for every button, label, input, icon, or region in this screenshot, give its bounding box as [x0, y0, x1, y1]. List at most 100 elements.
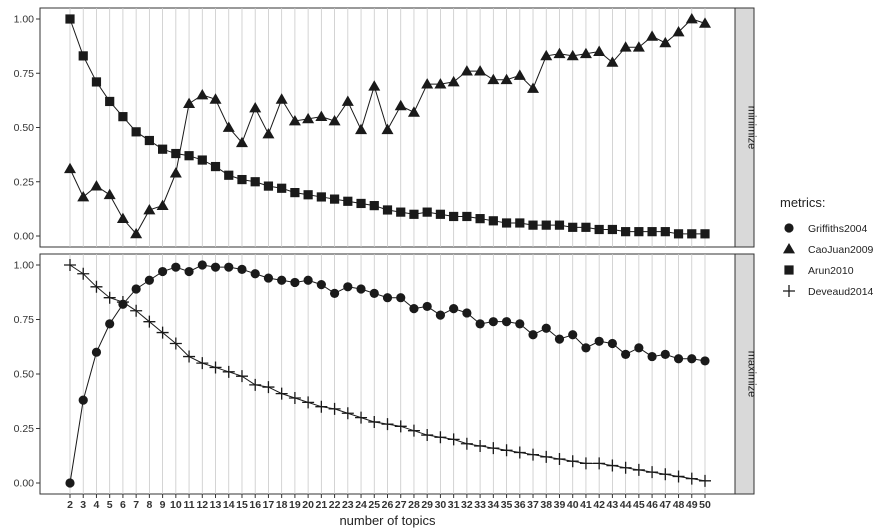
data-point — [487, 73, 500, 85]
data-point — [328, 114, 341, 126]
x-tick-label: 40 — [567, 499, 579, 511]
data-point — [316, 192, 326, 202]
x-tick-label: 25 — [368, 499, 380, 511]
data-point — [144, 275, 154, 285]
data-point — [700, 356, 710, 366]
data-point — [672, 470, 685, 483]
data-point — [116, 296, 129, 309]
x-axis-title: number of topics — [339, 513, 436, 528]
data-point — [594, 224, 604, 235]
x-tick-label: 23 — [342, 499, 354, 511]
data-point — [263, 273, 274, 283]
data-point — [647, 351, 657, 362]
data-point — [500, 73, 513, 85]
data-point — [144, 135, 154, 146]
data-point — [131, 284, 141, 294]
data-point — [209, 93, 222, 104]
data-point — [143, 203, 156, 215]
x-tick-label: 34 — [487, 499, 499, 511]
x-tick-label: 24 — [355, 499, 367, 511]
data-point — [673, 229, 684, 239]
data-point — [249, 378, 262, 391]
data-point — [394, 99, 407, 111]
x-tick-label: 35 — [501, 499, 513, 511]
data-point — [156, 326, 169, 339]
x-tick-label: 4 — [94, 499, 100, 511]
data-point — [158, 144, 168, 154]
data-point — [91, 347, 102, 357]
x-tick-label: 3 — [80, 499, 86, 511]
data-point — [224, 170, 234, 180]
data-point — [513, 446, 526, 459]
data-point — [105, 319, 115, 329]
data-point — [315, 110, 328, 122]
y-tick-label: 0.00 — [14, 478, 35, 490]
data-point — [673, 354, 684, 364]
x-tick-label: 27 — [395, 499, 407, 511]
data-point — [594, 336, 604, 346]
data-point — [222, 365, 235, 378]
data-point — [209, 361, 222, 374]
x-tick-label: 26 — [382, 499, 394, 511]
data-point — [607, 224, 617, 235]
data-point — [91, 77, 102, 87]
data-point — [407, 424, 420, 437]
data-point — [222, 121, 235, 132]
legend: metrics: Griffiths2004 CaoJuan2009 Arun2010… — [780, 195, 874, 298]
data-point — [343, 282, 353, 292]
x-tick-label: 8 — [146, 499, 152, 511]
data-point — [434, 78, 447, 89]
x-tick-label: 39 — [554, 499, 566, 511]
data-point — [422, 301, 432, 312]
data-point — [341, 407, 354, 420]
data-point — [381, 123, 394, 135]
data-point — [606, 459, 619, 472]
data-point — [341, 95, 354, 106]
x-tick-label: 43 — [607, 499, 619, 511]
data-point — [158, 266, 168, 277]
data-point — [277, 183, 287, 193]
y-tick-label: 0.00 — [14, 231, 35, 243]
y-tick-label: 0.50 — [14, 369, 35, 381]
data-point — [409, 209, 419, 219]
y-tick-label: 0.50 — [14, 122, 35, 134]
data-point — [171, 148, 181, 159]
data-point — [541, 220, 551, 230]
data-point — [90, 180, 103, 191]
data-point — [356, 284, 366, 294]
x-tick-label: 28 — [408, 499, 420, 511]
data-point — [606, 56, 619, 67]
data-point — [275, 93, 288, 104]
x-tick-label: 36 — [514, 499, 526, 511]
data-point — [593, 45, 606, 56]
data-point — [263, 181, 274, 191]
legend-key-icon — [783, 243, 795, 254]
data-point — [210, 262, 221, 272]
legend-label: CaoJuan2009 — [808, 244, 874, 256]
x-tick-label: 47 — [659, 499, 671, 511]
data-point — [460, 65, 473, 76]
x-tick-label: 14 — [223, 499, 235, 511]
data-point — [687, 229, 697, 239]
data-point — [262, 381, 275, 394]
data-point — [527, 82, 540, 93]
x-tick-label: 50 — [699, 499, 711, 511]
legend-entry-Deveaud2014: Deveaud2014 — [783, 285, 874, 298]
x-tick-label: 22 — [329, 499, 341, 511]
series-Griffiths2004 — [65, 260, 710, 488]
data-point — [303, 275, 313, 285]
x-tick-label: 37 — [527, 499, 539, 511]
data-point — [118, 112, 128, 122]
data-point — [540, 49, 553, 61]
data-point — [210, 161, 221, 172]
x-tick-label: 30 — [435, 499, 447, 511]
x-tick-label: 21 — [316, 499, 328, 511]
data-point — [328, 402, 341, 415]
data-point — [171, 262, 181, 272]
data-point — [183, 350, 196, 363]
x-tick-label: 16 — [249, 499, 261, 511]
data-point — [250, 177, 260, 187]
data-point — [619, 461, 632, 474]
data-point — [77, 190, 90, 202]
